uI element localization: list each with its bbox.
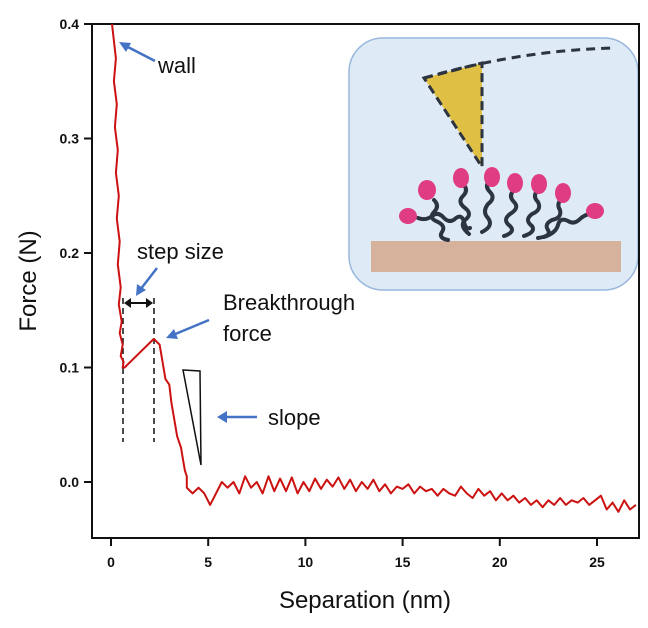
x-axis: 0 5 10 15 20 25 <box>107 538 605 570</box>
wall-arrow <box>119 42 156 63</box>
y-axis-title: Force (N) <box>15 230 42 331</box>
x-axis-title: Separation (nm) <box>279 587 451 614</box>
inset-heads <box>399 167 604 224</box>
force-curve-line <box>111 23 637 513</box>
y-tick-label: 0.3 <box>60 131 80 147</box>
step-size-double-arrow <box>124 298 153 308</box>
x-tick-label: 15 <box>395 554 411 570</box>
inset-tails <box>416 178 594 242</box>
breakthrough-arrow <box>166 318 210 339</box>
annotation-step-size: step size <box>137 239 224 264</box>
inset-cantilever <box>423 46 617 80</box>
y-tick-label: 0.1 <box>60 360 80 376</box>
inset-afm-tip <box>421 61 484 173</box>
plot-frame <box>91 23 640 539</box>
y-tick-label: 0.4 <box>60 16 80 32</box>
x-tick-label: 25 <box>589 554 605 570</box>
x-tick-label: 0 <box>107 554 115 570</box>
x-tick-label: 5 <box>204 554 212 570</box>
slope-triangle <box>182 369 202 466</box>
y-tick-label: 0.2 <box>60 245 80 261</box>
inset-illustration <box>348 37 639 291</box>
step-size-arrow <box>136 267 158 296</box>
slope-arrow <box>217 411 257 423</box>
annotation-breakthrough: Breakthrough <box>223 290 355 315</box>
y-tick-label: 0.0 <box>60 474 80 490</box>
annotation-wall: wall <box>157 53 196 78</box>
annotation-force: force <box>223 321 272 346</box>
annotation-slope: slope <box>268 405 321 430</box>
y-axis: 0.0 0.1 0.2 0.3 0.4 <box>60 16 92 490</box>
x-tick-label: 10 <box>298 554 314 570</box>
inset-substrate <box>371 241 621 272</box>
x-tick-label: 20 <box>492 554 508 570</box>
